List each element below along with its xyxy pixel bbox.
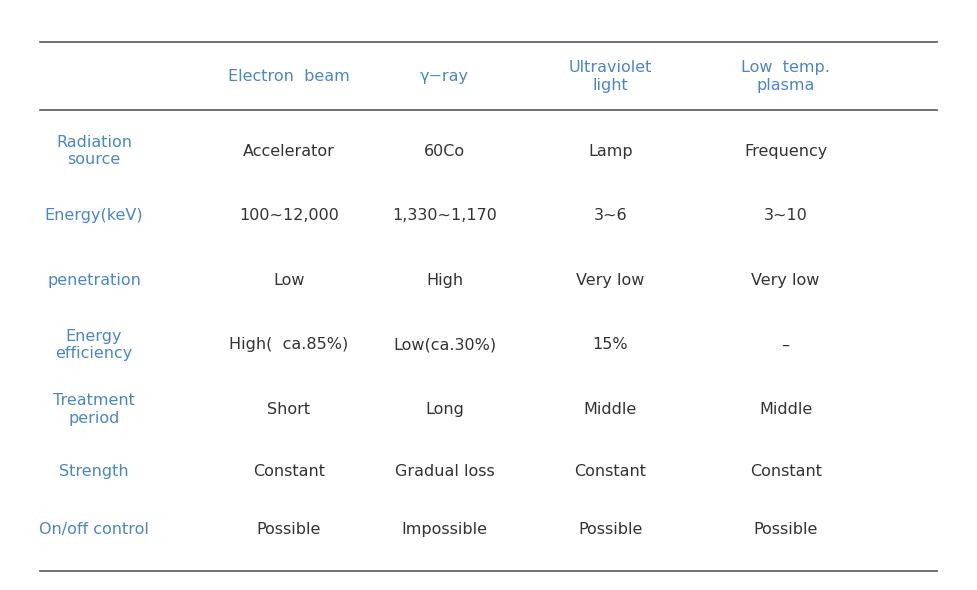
Text: Energy(keV): Energy(keV) [45, 208, 144, 223]
Text: Very low: Very low [576, 273, 645, 288]
Text: High: High [426, 273, 463, 288]
Text: On/off control: On/off control [39, 522, 149, 537]
Text: High(  ca.85%): High( ca.85%) [230, 337, 349, 352]
Text: Low: Low [273, 273, 305, 288]
Text: Middle: Middle [759, 402, 812, 417]
Text: Constant: Constant [574, 464, 646, 478]
Text: Frequency: Frequency [744, 143, 828, 159]
Text: 3~6: 3~6 [593, 208, 627, 223]
Text: Lamp: Lamp [588, 143, 632, 159]
Text: γ−ray: γ−ray [420, 69, 469, 84]
Text: Gradual loss: Gradual loss [395, 464, 494, 478]
Text: Possible: Possible [257, 522, 321, 537]
Text: Strength: Strength [60, 464, 129, 478]
Text: Low  temp.
plasma: Low temp. plasma [742, 60, 830, 93]
Text: Short: Short [268, 402, 311, 417]
Text: 1,330~1,170: 1,330~1,170 [392, 208, 497, 223]
Text: 60Co: 60Co [424, 143, 465, 159]
Text: 100~12,000: 100~12,000 [238, 208, 339, 223]
Text: Radiation
source: Radiation source [56, 135, 132, 168]
Text: Energy
efficiency: Energy efficiency [56, 329, 133, 361]
Text: Ultraviolet
light: Ultraviolet light [569, 60, 652, 93]
Text: Low(ca.30%): Low(ca.30%) [393, 337, 496, 352]
Text: 3~10: 3~10 [764, 208, 808, 223]
Text: Impossible: Impossible [402, 522, 488, 537]
Text: Middle: Middle [583, 402, 637, 417]
Text: Long: Long [425, 402, 464, 417]
Text: Constant: Constant [253, 464, 324, 478]
Text: Accelerator: Accelerator [243, 143, 335, 159]
Text: Possible: Possible [753, 522, 818, 537]
Text: Possible: Possible [578, 522, 643, 537]
Text: penetration: penetration [47, 273, 141, 288]
Text: 15%: 15% [592, 337, 628, 352]
Text: Very low: Very low [751, 273, 820, 288]
Text: Electron  beam: Electron beam [228, 69, 350, 84]
Text: –: – [782, 337, 789, 352]
Text: Constant: Constant [749, 464, 822, 478]
Text: Treatment
period: Treatment period [53, 394, 135, 426]
